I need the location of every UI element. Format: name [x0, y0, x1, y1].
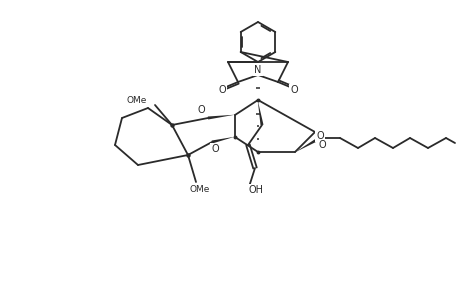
Text: OH: OH: [248, 185, 263, 195]
Polygon shape: [211, 137, 235, 143]
Text: O: O: [318, 140, 325, 150]
Text: OMe: OMe: [190, 185, 210, 194]
Text: O: O: [218, 85, 225, 95]
Polygon shape: [207, 115, 235, 119]
Text: O: O: [197, 105, 204, 115]
Text: N: N: [254, 65, 261, 75]
Text: O: O: [315, 131, 323, 141]
Polygon shape: [257, 100, 263, 125]
Polygon shape: [295, 136, 320, 152]
Text: OMe: OMe: [127, 95, 147, 104]
Text: O: O: [290, 85, 297, 95]
Text: O: O: [211, 144, 218, 154]
